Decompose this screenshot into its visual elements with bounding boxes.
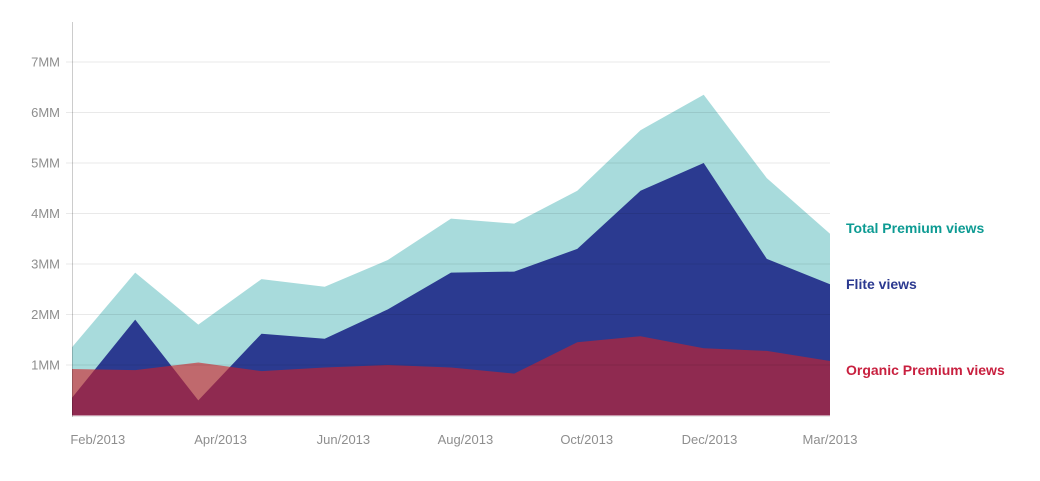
y-tick-label: 4MM: [31, 206, 60, 221]
legend-label-organic-premium-views: Organic Premium views: [846, 362, 1005, 378]
x-tick-label: Aug/2013: [438, 432, 494, 447]
x-tick-label: Apr/2013: [194, 432, 247, 447]
y-tick-label: 2MM: [31, 307, 60, 322]
y-tick-label: 6MM: [31, 105, 60, 120]
x-tick-label: Jun/2013: [317, 432, 371, 447]
x-tick-label: Feb/2013: [70, 432, 125, 447]
y-tick-label: 5MM: [31, 156, 60, 171]
x-tick-label: Oct/2013: [560, 432, 613, 447]
legend-label-total-premium-views: Total Premium views: [846, 220, 985, 236]
y-tick-label: 3MM: [31, 257, 60, 272]
legend-label-flite-views: Flite views: [846, 276, 917, 292]
y-tick-label: 7MM: [31, 55, 60, 70]
y-tick-label: 1MM: [31, 358, 60, 373]
x-tick-label: Dec/2013: [682, 432, 738, 447]
series-area-organic-premium-views: [72, 336, 830, 416]
x-tick-label: Mar/2013: [803, 432, 858, 447]
